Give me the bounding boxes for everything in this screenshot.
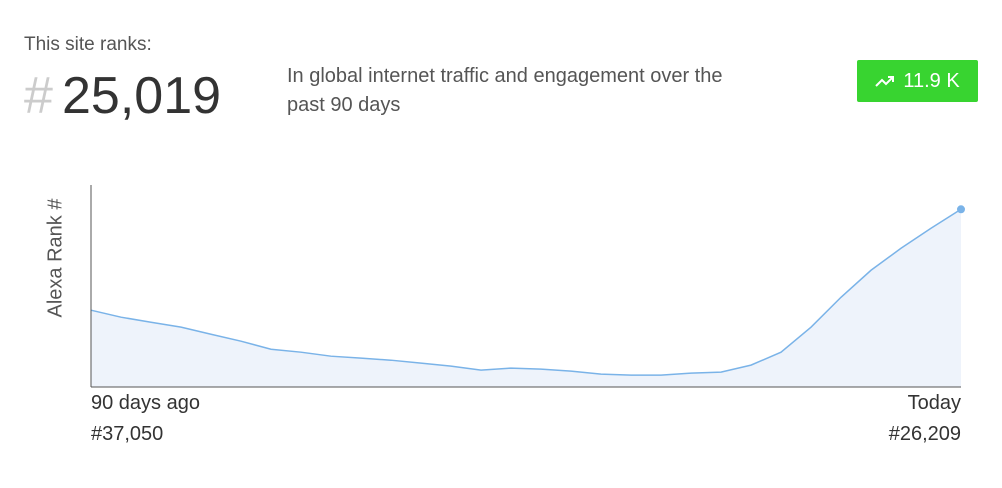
end-point — [957, 205, 965, 214]
badge[interactable]: 11.9 K — [857, 60, 978, 102]
area — [91, 209, 961, 387]
intro: This site ranks: — [24, 34, 152, 55]
y-axis-label: Alexa Rank # — [44, 198, 66, 318]
description: In global internet traffic and engagemen… — [287, 65, 723, 116]
trend-icon — [875, 76, 895, 87]
rank: 25,019 — [62, 67, 222, 125]
hash: # — [24, 67, 53, 125]
x-label: 90 days ago — [91, 392, 200, 414]
badge-value: 11.9 K — [903, 69, 960, 92]
line — [90, 208, 962, 376]
value-label: #37,050 — [91, 423, 163, 445]
x-label: Today — [908, 392, 961, 414]
value-label: #26,209 — [889, 423, 961, 445]
